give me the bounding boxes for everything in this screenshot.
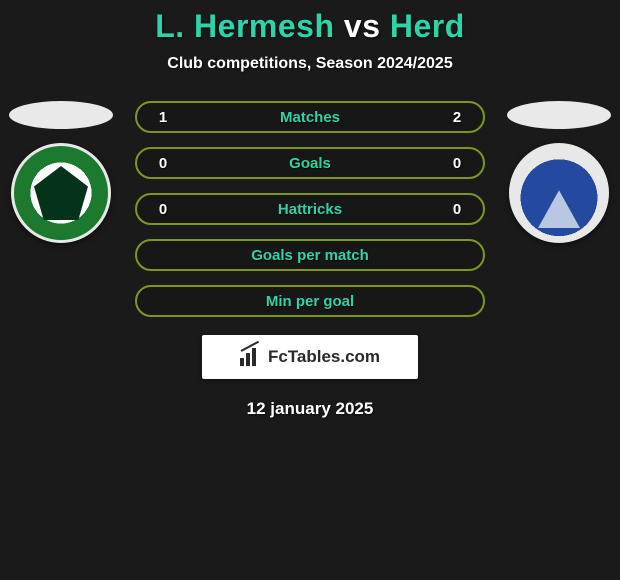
page-title: L. Hermesh vs Herd <box>0 8 620 45</box>
chart-icon <box>240 348 262 366</box>
stat-left-value: 0 <box>153 155 173 172</box>
stat-left-value: 0 <box>153 201 173 218</box>
player1-name: L. Hermesh <box>155 8 334 44</box>
stat-label: Goals <box>289 155 331 172</box>
stat-label: Matches <box>280 109 340 126</box>
stat-row-min-per-goal: Min per goal <box>135 285 485 317</box>
vs-label: vs <box>344 8 381 44</box>
player2-avatar-placeholder <box>507 101 611 129</box>
stat-row-hattricks: 0 Hattricks 0 <box>135 193 485 225</box>
comparison-card: L. Hermesh vs Herd Club competitions, Se… <box>0 0 620 419</box>
stat-row-goals: 0 Goals 0 <box>135 147 485 179</box>
stat-right-value: 0 <box>447 155 467 172</box>
stat-right-value: 0 <box>447 201 467 218</box>
player2-club-badge <box>509 143 609 243</box>
stat-right-value: 2 <box>447 109 467 126</box>
main-area: 1 Matches 2 0 Goals 0 0 Hattricks 0 Goal… <box>0 101 620 419</box>
stat-label: Goals per match <box>251 247 369 264</box>
subtitle: Club competitions, Season 2024/2025 <box>0 55 620 73</box>
stat-row-matches: 1 Matches 2 <box>135 101 485 133</box>
stat-label: Min per goal <box>266 293 354 310</box>
player1-avatar-placeholder <box>9 101 113 129</box>
player2-column <box>504 101 614 243</box>
brand-attribution[interactable]: FcTables.com <box>202 335 418 379</box>
stat-label: Hattricks <box>278 201 342 218</box>
stat-row-goals-per-match: Goals per match <box>135 239 485 271</box>
stats-list: 1 Matches 2 0 Goals 0 0 Hattricks 0 Goal… <box>135 101 485 317</box>
player1-club-badge <box>11 143 111 243</box>
player2-name: Herd <box>390 8 465 44</box>
brand-text: FcTables.com <box>268 347 380 367</box>
stat-left-value: 1 <box>153 109 173 126</box>
player1-column <box>6 101 116 243</box>
date-label: 12 january 2025 <box>0 399 620 419</box>
